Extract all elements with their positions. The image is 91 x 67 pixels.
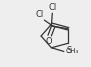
Text: Cl: Cl	[35, 10, 43, 19]
Text: S: S	[66, 46, 71, 55]
Text: CH₃: CH₃	[65, 48, 79, 54]
Text: Cl: Cl	[48, 3, 56, 12]
Text: O: O	[46, 37, 52, 46]
